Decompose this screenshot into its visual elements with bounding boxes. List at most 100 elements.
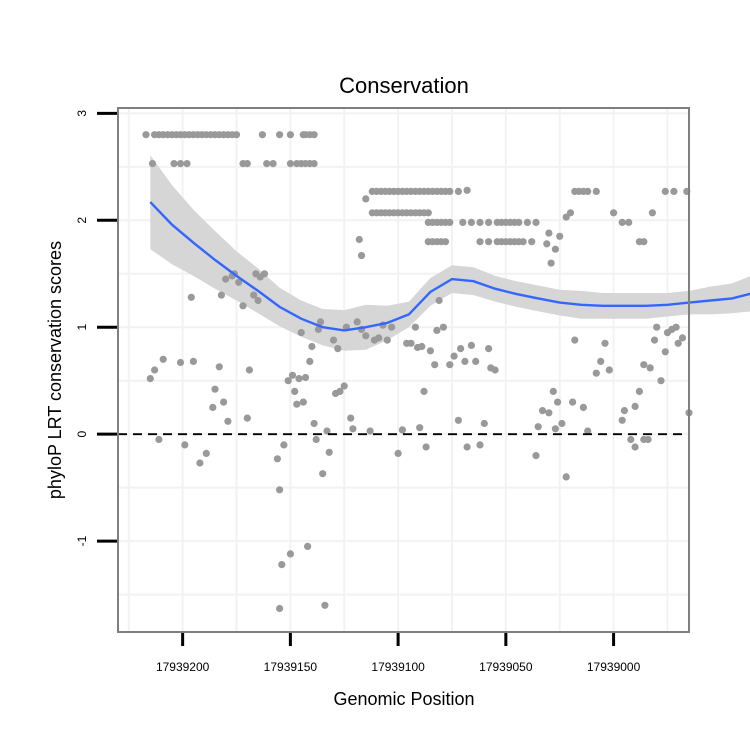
- data-point: [312, 435, 320, 444]
- data-point: [566, 209, 575, 217]
- data-point: [549, 387, 557, 395]
- data-point: [314, 325, 322, 333]
- data-point: [284, 377, 292, 385]
- data-point: [286, 131, 294, 139]
- data-point: [416, 424, 424, 432]
- data-point: [187, 293, 195, 301]
- x-axis: 17939200 17939150 17939100 17939050 17939000: [156, 633, 641, 674]
- data-point: [476, 218, 484, 226]
- data-point: [439, 323, 447, 331]
- data-point: [605, 366, 613, 374]
- data-point: [142, 131, 150, 139]
- data-point: [217, 291, 225, 299]
- data-point: [224, 417, 232, 425]
- data-point: [562, 473, 570, 481]
- data-point: [170, 160, 178, 168]
- data-point: [243, 160, 251, 168]
- data-point: [569, 398, 577, 406]
- data-point: [640, 435, 648, 444]
- data-point: [640, 238, 648, 246]
- data-point: [189, 357, 197, 365]
- data-point: [558, 419, 566, 428]
- data-point: [310, 419, 318, 428]
- data-point: [155, 435, 163, 444]
- data-point: [220, 398, 228, 406]
- data-point: [446, 218, 454, 226]
- x-tick-label: 17939200: [156, 660, 210, 674]
- data-point: [375, 334, 383, 342]
- data-point: [625, 218, 633, 226]
- data-point: [601, 339, 609, 347]
- data-point: [340, 382, 348, 390]
- data-point: [431, 361, 439, 369]
- data-point: [661, 348, 669, 356]
- plot-panel-border: [117, 107, 690, 633]
- data-point: [323, 427, 331, 435]
- data-points: [142, 131, 693, 613]
- data-point: [657, 377, 665, 385]
- data-point: [336, 387, 344, 395]
- data-point: [297, 329, 305, 337]
- data-point: [250, 291, 258, 299]
- data-point: [446, 361, 454, 369]
- data-point: [183, 160, 191, 168]
- data-point: [627, 435, 635, 444]
- data-point: [545, 409, 553, 417]
- data-point: [424, 209, 432, 217]
- data-point: [532, 452, 540, 460]
- data-point: [291, 387, 299, 395]
- data-point: [648, 209, 657, 217]
- data-point: [441, 238, 450, 246]
- data-point: [310, 131, 318, 139]
- data-point: [316, 318, 325, 326]
- data-point: [418, 342, 426, 351]
- data-point: [276, 604, 284, 613]
- data-point: [422, 443, 430, 451]
- data-point: [394, 449, 402, 457]
- data-point: [362, 332, 370, 340]
- data-point: [295, 375, 303, 383]
- data-point: [254, 296, 262, 305]
- data-point: [650, 336, 659, 344]
- confidence-ribbon: [150, 155, 750, 351]
- data-point: [334, 345, 342, 353]
- data-point: [515, 218, 523, 226]
- data-point: [209, 403, 217, 411]
- data-point: [491, 366, 499, 374]
- x-tick-label: 17939000: [587, 660, 641, 674]
- data-point: [450, 352, 458, 360]
- data-point: [286, 550, 294, 558]
- data-point: [446, 187, 454, 195]
- data-point: [670, 187, 678, 195]
- data-point: [239, 302, 247, 310]
- y-tick-label: -1: [75, 535, 89, 546]
- data-point: [353, 318, 361, 326]
- data-point: [299, 398, 307, 406]
- x-axis-label: Genomic Position: [333, 689, 474, 709]
- data-point: [276, 131, 284, 139]
- data-point: [286, 160, 294, 168]
- data-point: [584, 187, 592, 195]
- smooth-trend-line: [149, 201, 750, 332]
- data-point: [485, 218, 493, 226]
- data-point: [653, 323, 661, 331]
- data-point: [454, 416, 462, 424]
- x-tick-label: 17939050: [479, 660, 533, 674]
- data-point: [273, 455, 281, 463]
- data-point: [485, 238, 493, 246]
- data-point: [674, 339, 682, 347]
- x-tick-label: 17939150: [264, 660, 318, 674]
- data-point: [383, 336, 391, 344]
- data-point: [678, 334, 687, 342]
- data-point: [398, 426, 406, 434]
- data-point: [222, 275, 230, 283]
- data-point: [319, 470, 327, 478]
- data-point: [211, 385, 219, 393]
- gridlines: [118, 108, 689, 632]
- data-point: [181, 441, 189, 449]
- data-point: [325, 448, 333, 456]
- data-point: [151, 366, 159, 374]
- y-tick-label: 2: [75, 217, 89, 224]
- y-tick-label: 0: [75, 431, 89, 438]
- data-point: [293, 400, 301, 408]
